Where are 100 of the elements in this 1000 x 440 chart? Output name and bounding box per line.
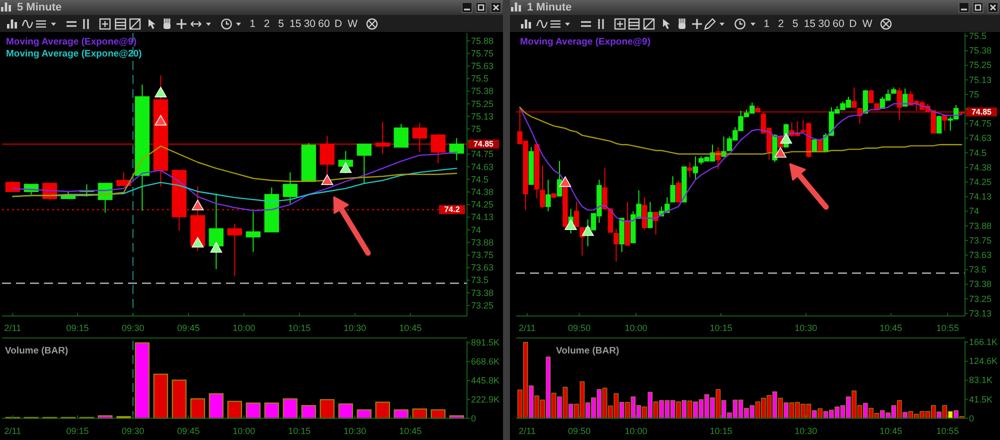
ref-line-label: 74.2 [444, 205, 460, 214]
x-tick-label: 2/11 [4, 426, 22, 436]
x-tick-label: 09:45 [177, 323, 200, 333]
y-tick-label: 74.5 [471, 174, 489, 184]
text: 2 [264, 18, 270, 30]
y-tick-label: 74.63 [471, 162, 494, 172]
y-tick-label: 74.75 [471, 149, 494, 160]
x-tick-label: 10:45 [399, 426, 422, 436]
x-tick-label: 2/11 [518, 323, 536, 333]
text: 5 [278, 18, 284, 30]
x-tick-label: 10:30 [794, 323, 818, 333]
x-tick-label: 10:55 [936, 323, 959, 333]
y-tick-label: 668.6K [471, 356, 500, 367]
text: 30 [818, 18, 830, 30]
x-tick-label: 10:00 [624, 426, 648, 436]
x-tick-label: 09:30 [122, 323, 144, 333]
y-tick-label: 75.38 [471, 86, 494, 96]
x-tick-label: 10:00 [624, 323, 648, 333]
x-tick-label: 10:15 [710, 426, 732, 436]
y-tick-label: 74.38 [969, 162, 992, 172]
y-tick-label: 73.63 [471, 262, 494, 273]
text: 15 [804, 18, 816, 30]
y-tick-label: 75.88 [471, 36, 494, 46]
text: Volume (BAR) [556, 346, 620, 356]
y-tick-label: 445.8K [471, 376, 500, 386]
y-tick-label: 73.25 [969, 294, 992, 304]
chart-title: 1 Minute [527, 2, 572, 14]
y-tick-label: 41.5K [969, 394, 993, 404]
y-tick-label: 124.6K [969, 356, 998, 366]
ref-line-label: 74.85 [473, 140, 494, 149]
text: 1 [250, 18, 256, 30]
x-tick-label: 2/11 [4, 323, 22, 333]
x-tick-label: 10:00 [232, 323, 256, 333]
y-tick-label: 74.5 [969, 148, 987, 158]
y-tick-label: 75.25 [969, 60, 992, 70]
text: 60 [832, 18, 844, 30]
x-tick-label: 10:45 [399, 323, 422, 333]
y-tick-label: 74 [969, 206, 980, 216]
y-tick-label: 0 [969, 413, 974, 424]
y-tick-label: 75.5 [471, 74, 489, 84]
y-tick-label: 73.5 [969, 264, 987, 275]
y-tick-label: 75 [471, 124, 482, 134]
text: Moving Average (Expone@9) [520, 36, 650, 48]
text: 30 [304, 18, 316, 30]
text: Volume (BAR) [5, 346, 68, 356]
y-tick-label: 74 [471, 224, 482, 235]
y-tick-label: 73.88 [969, 220, 992, 231]
y-tick-label: 74.75 [969, 118, 992, 129]
y-tick-label: 0 [471, 413, 476, 424]
x-tick-label: 10:45 [880, 426, 902, 436]
y-tick-label: 74.13 [969, 192, 992, 202]
y-tick-label: 75.75 [471, 48, 494, 58]
text: 60 [318, 18, 330, 30]
x-tick-label: 09:50 [568, 323, 591, 333]
y-tick-label: 73.25 [471, 300, 494, 310]
x-tick-label: 09:15 [66, 426, 89, 436]
y-tick-label: 74.25 [471, 200, 494, 210]
x-tick-label: 10:55 [936, 426, 959, 436]
text: W [348, 18, 358, 30]
y-tick-label: 74.38 [471, 186, 494, 197]
y-tick-label: 166.1K [969, 337, 998, 348]
text: Moving Average (Expone@9) [6, 36, 136, 48]
text: W [862, 18, 872, 30]
x-tick-label: 10:30 [794, 426, 818, 436]
text: 1 [764, 18, 770, 30]
y-tick-label: 74.63 [969, 133, 992, 144]
y-tick-label: 73.5 [471, 275, 489, 286]
y-tick-label: 74.25 [969, 177, 992, 188]
x-tick-label: 10:30 [344, 426, 366, 436]
y-tick-label: 75.38 [969, 46, 992, 56]
y-tick-label: 891.5K [471, 338, 500, 348]
y-tick-label: 75.63 [471, 60, 494, 71]
y-tick-label: 74.13 [471, 212, 494, 222]
y-tick-label: 75.13 [471, 111, 494, 122]
x-tick-label: 09:30 [122, 426, 144, 436]
y-tick-label: 73.13 [969, 308, 992, 318]
y-tick-label: 73.63 [969, 250, 992, 260]
text: 15 [290, 18, 302, 30]
x-tick-label: 10:15 [710, 323, 732, 333]
x-tick-label: 10:15 [288, 323, 311, 333]
x-tick-label: 2/11 [518, 426, 536, 436]
y-tick-label: 75.13 [969, 74, 992, 85]
x-tick-label: 10:15 [288, 426, 311, 436]
chart-title: 5 Minute [17, 2, 62, 14]
text: D [334, 18, 343, 30]
text: D [849, 18, 858, 30]
text: 2 [778, 18, 784, 30]
x-tick-label: 10:30 [344, 323, 366, 333]
ref-line-label: 74.85 [971, 107, 992, 116]
y-tick-label: 73.38 [471, 288, 494, 298]
y-tick-label: 222.9K [471, 394, 500, 404]
text: 5 [792, 18, 798, 30]
y-tick-label: 73.38 [969, 279, 992, 290]
x-tick-label: 09:45 [177, 426, 200, 436]
x-tick-label: 10:45 [880, 323, 902, 333]
y-tick-label: 73.88 [471, 237, 494, 248]
y-tick-label: 73.75 [969, 235, 992, 246]
text: Moving Average (Expone@20) [6, 48, 142, 60]
x-tick-label: 10:00 [232, 426, 256, 436]
y-tick-label: 75.25 [471, 98, 494, 109]
